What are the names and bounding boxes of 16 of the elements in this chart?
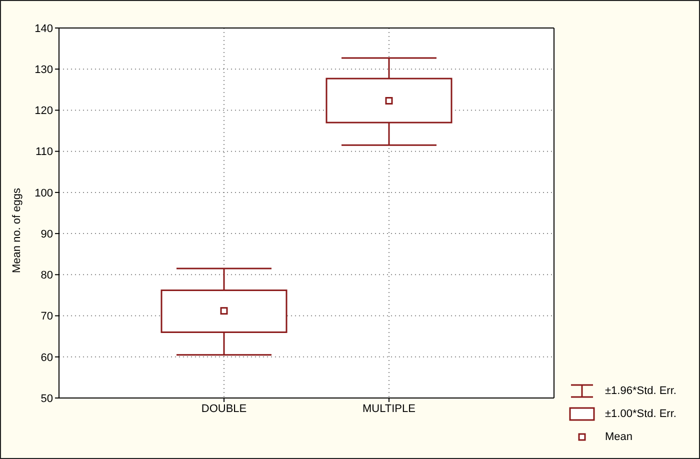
y-tick-label: 70	[40, 310, 53, 323]
y-tick-label: 130	[34, 64, 53, 76]
y-tick-label: 90	[40, 228, 53, 240]
y-axis-title: Mean no. of eggs	[10, 187, 23, 273]
text: ±1.00*Std. Err.	[605, 408, 676, 420]
y-tick-label: 50	[40, 392, 53, 405]
y-tick-label: 100	[34, 187, 53, 200]
y-tick-label: 110	[35, 146, 53, 158]
text: Mean	[605, 430, 633, 442]
x-tick-label: MULTIPLE	[362, 402, 416, 415]
y-tick-label: 60	[40, 352, 53, 364]
y-tick-label: 80	[40, 270, 53, 282]
x-tick-label: DOUBLE	[201, 402, 247, 415]
y-tick-label: 120	[34, 105, 53, 118]
text: ±1.96*Std. Err.	[605, 384, 676, 396]
y-tick-label: 140	[34, 22, 53, 35]
